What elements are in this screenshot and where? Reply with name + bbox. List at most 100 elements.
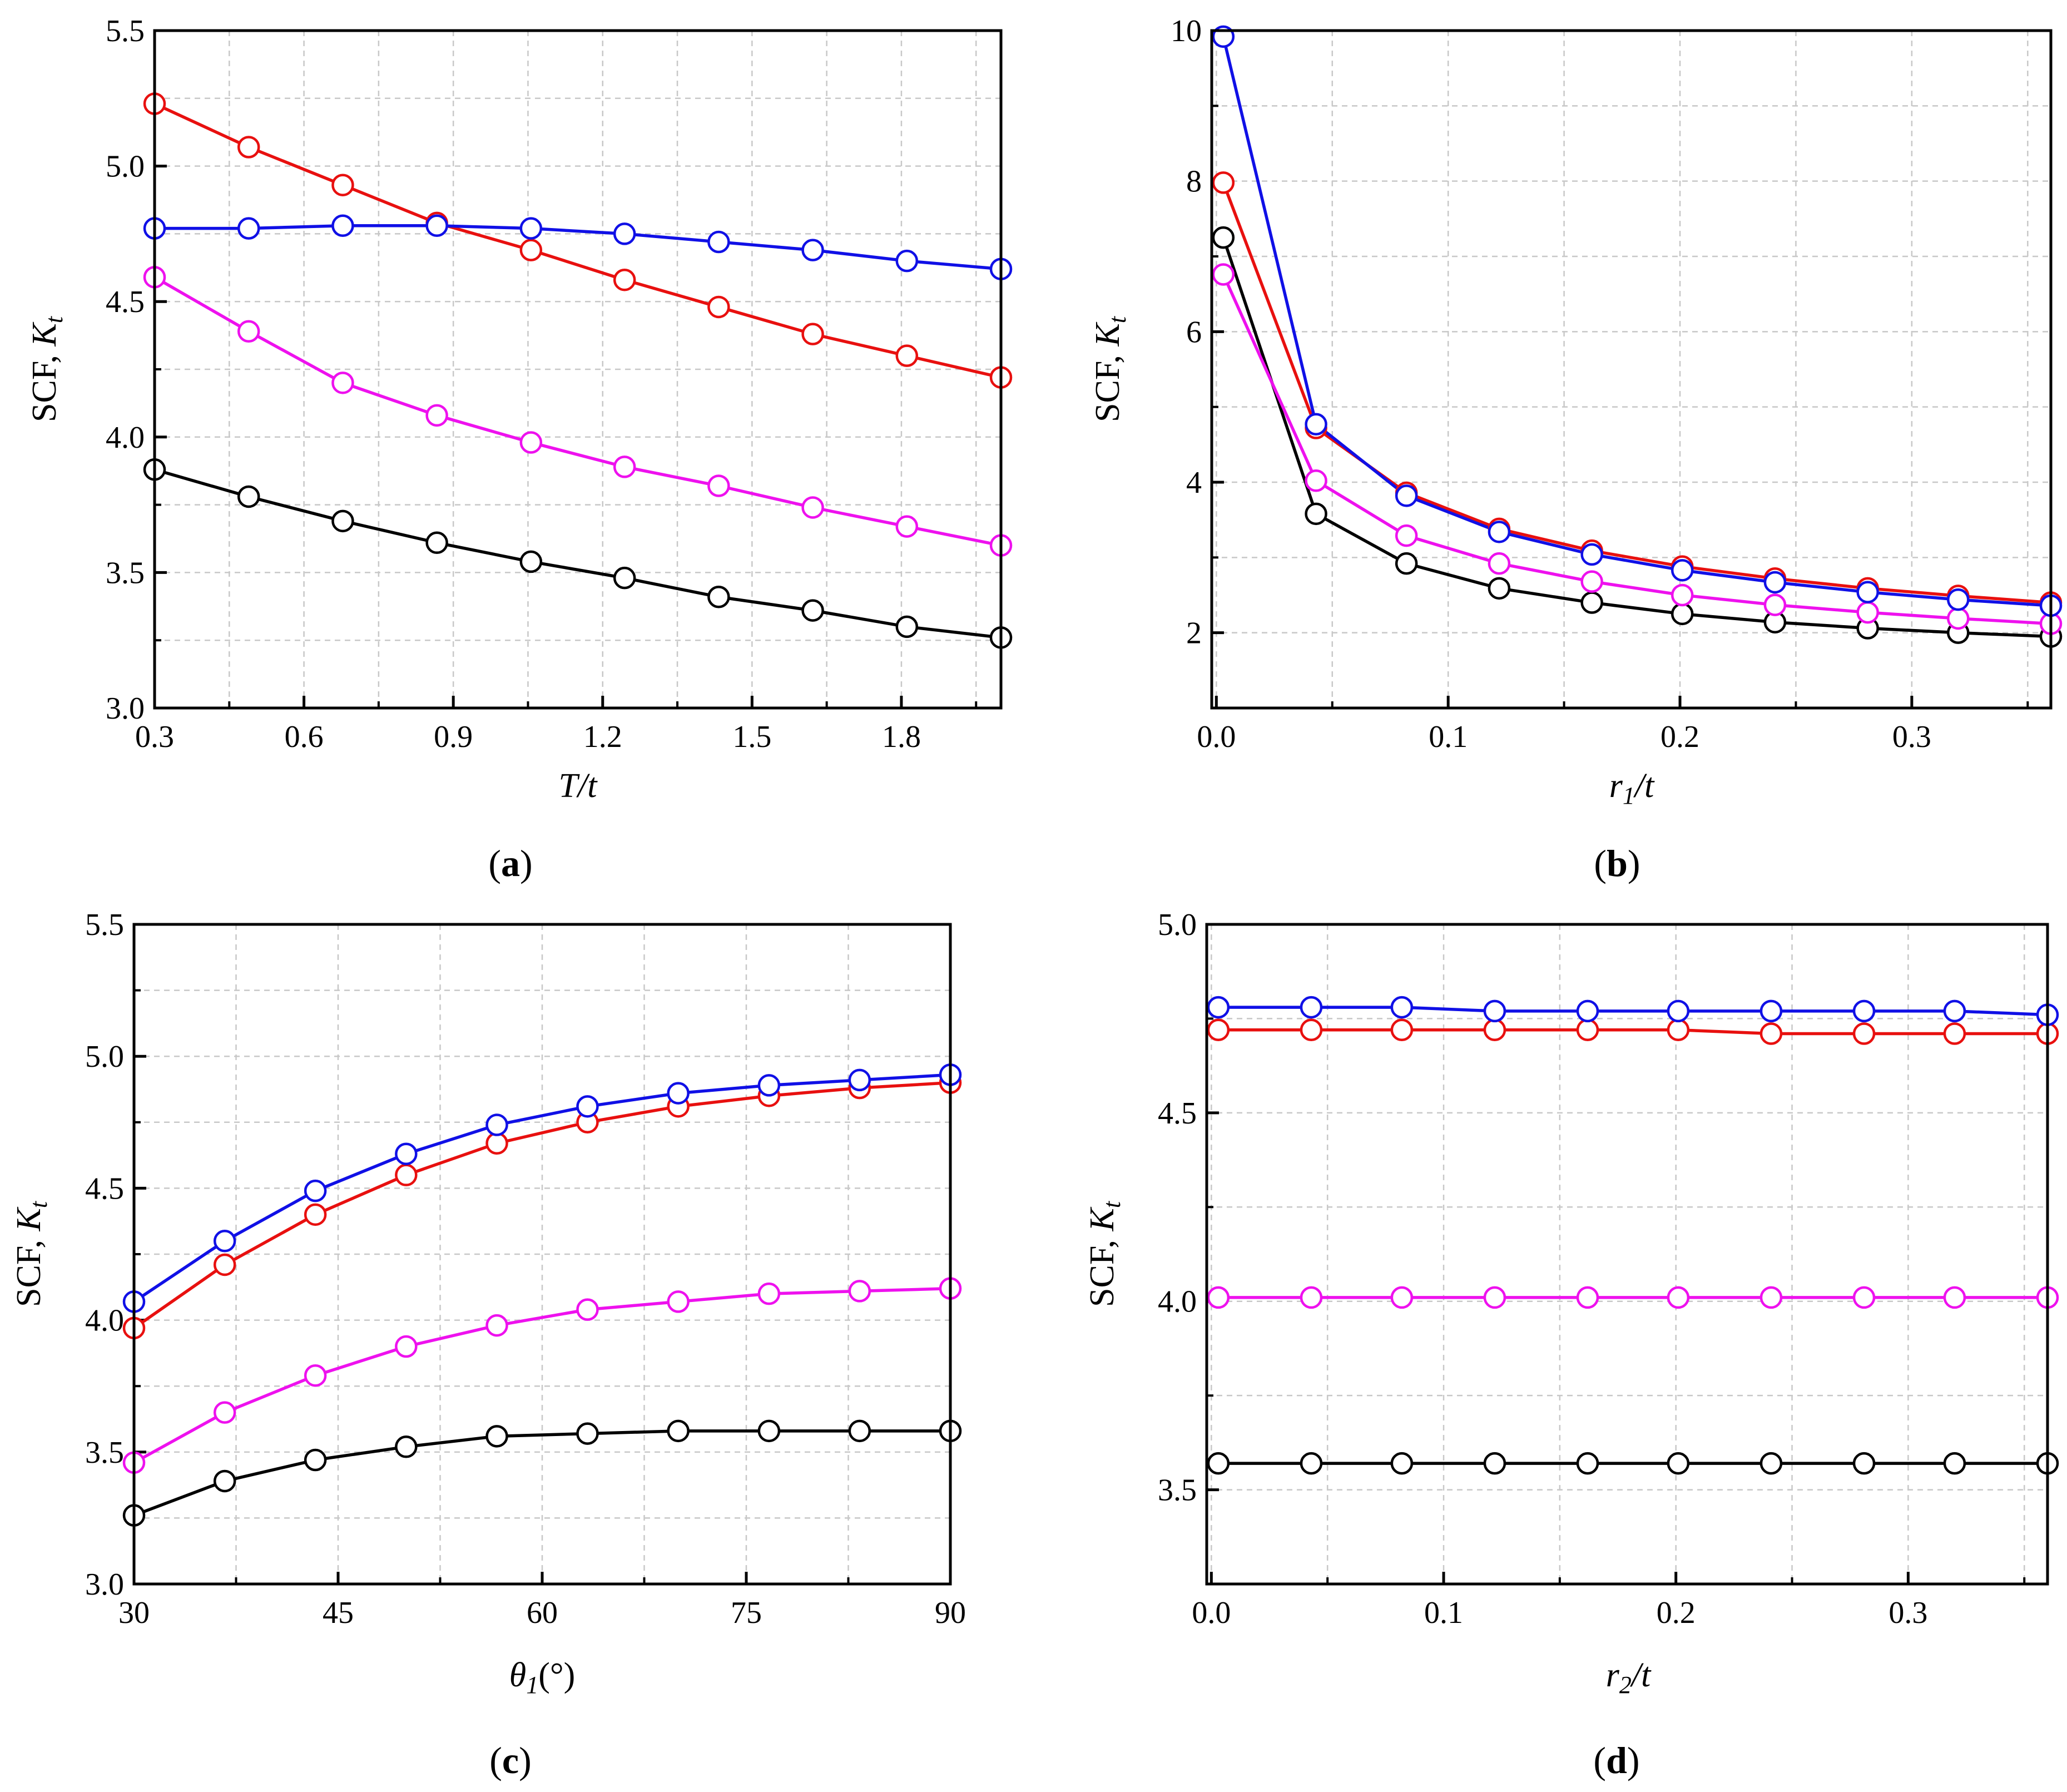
panel-d-ytick-label: 5.0: [1158, 908, 1197, 942]
panel-a-xtick-label: 1.8: [882, 720, 921, 754]
panel-d-series-magenta-point: [1667, 1286, 1690, 1309]
panel-a-xtick-label: 1.5: [732, 720, 771, 754]
panel-a-ytick-label: 4.0: [106, 420, 145, 455]
panel-c-xtick-label: 75: [731, 1596, 762, 1630]
panel-a-series-blue-point: [613, 222, 636, 245]
panel-a-series-magenta-point: [707, 474, 730, 497]
panel-c-series-black-point: [213, 1469, 236, 1493]
panel-b-series-magenta-point: [1856, 601, 1879, 624]
panel-d-series-black-point: [1390, 1452, 1414, 1475]
panel-a-y-axis-label: SCF, Kt: [26, 315, 68, 422]
panel-d-ytick-label: 4.5: [1158, 1096, 1197, 1131]
panel-b-caption: (b): [1594, 842, 1640, 884]
panel-d-series-black-point: [1207, 1452, 1230, 1475]
panel-a-xtick-label: 1.2: [583, 720, 622, 754]
panel-d-xtick-label: 0.3: [1888, 1596, 1927, 1630]
panel-c-series-magenta-line: [133, 1286, 951, 1464]
panel-d-caption: (d): [1593, 1739, 1639, 1781]
panel-c-series-magenta-point: [213, 1401, 236, 1424]
panel-d-series-magenta-point: [1576, 1286, 1599, 1309]
panel-c-series-red-point: [485, 1132, 508, 1155]
panel-a-series-blue-point: [895, 249, 919, 273]
panel-a-series-blue-point: [237, 217, 260, 240]
panel-c-ytick-label: 4.5: [85, 1171, 124, 1206]
panel-d-series-magenta-point: [1390, 1286, 1414, 1309]
panel-b-series-magenta-point: [1580, 570, 1603, 593]
panel-d-grid: [1207, 924, 2048, 1584]
panel-a-xtick-label: 0.3: [135, 720, 174, 754]
panel-d-series-black-point: [1576, 1452, 1599, 1475]
panel-d-series-red-point: [1576, 1018, 1599, 1042]
panel-b-series-black-point: [1395, 552, 1418, 575]
panel-b-series-blue-line: [1222, 36, 2051, 607]
panel-a-series-blue-point: [331, 214, 354, 237]
panel-d-series-blue-point: [1390, 996, 1414, 1019]
panel-c-ytick-label: 5.0: [85, 1039, 124, 1074]
panel-a-ytick-label: 3.0: [106, 691, 145, 726]
panel-b-series-red-point: [1212, 171, 1235, 194]
panel-d-ytick-label: 3.5: [1158, 1473, 1197, 1508]
panel-b-ytick-label: 4: [1186, 466, 1202, 500]
panel-d-series-red-point: [1390, 1018, 1414, 1042]
panel-a-plot-frame: [153, 29, 1003, 710]
panel-c-series-magenta-point: [848, 1280, 871, 1303]
panel-a-series-blue-point: [801, 239, 824, 261]
panel-a-series-blue-point: [707, 230, 730, 254]
panel-b-xtick-label: 0.1: [1429, 720, 1468, 754]
panel-c-xtick-label: 90: [935, 1596, 966, 1630]
panel-a-series-red-point: [237, 136, 260, 159]
panel-c-series-black-point: [304, 1448, 327, 1472]
panel-c-series-red-point: [395, 1164, 418, 1186]
panel-d-series-blue-point: [1483, 999, 1506, 1023]
panel-c-series-black-point: [848, 1419, 871, 1443]
panel-d-series-magenta-point: [1852, 1286, 1876, 1309]
panel-b-series-red-line: [1222, 182, 2051, 605]
panel-b-xtick-label: 0.0: [1197, 720, 1236, 754]
panel-b-series: [1212, 25, 2063, 648]
panel-c-x-axis-label: θ1(°): [509, 1656, 576, 1699]
panel-c-series-magenta-point: [576, 1298, 599, 1321]
panel-d-series-magenta-point: [1207, 1286, 1230, 1309]
panel-a-series-red-point: [707, 295, 730, 319]
panel-c-ytick-label: 5.5: [85, 908, 124, 942]
panel-b-series-black-point: [1305, 502, 1327, 526]
panel-d-series-magenta-point: [1759, 1286, 1783, 1309]
panel-b-series-blue-point: [1580, 543, 1603, 566]
panel-a-ytick-label: 5.5: [106, 14, 145, 48]
panel-d-series-black-point: [1759, 1452, 1783, 1475]
panel-c-grid: [134, 924, 950, 1584]
panel-c-series-black-point: [485, 1425, 508, 1448]
panel-d-series-magenta-point: [1300, 1286, 1323, 1309]
panel-c-series-magenta-point: [485, 1314, 508, 1337]
panel-d-series-blue-point: [1300, 996, 1323, 1019]
panel-d-x-axis-label: r2/t: [1606, 1656, 1652, 1699]
panel-a-series-black-point: [895, 615, 919, 638]
panel-c-series-blue-point: [304, 1179, 327, 1202]
panel-c-series-blue-point: [576, 1095, 599, 1118]
panel-c-ytick-label: 3.0: [85, 1567, 124, 1602]
panel-c-series-magenta-point: [667, 1290, 690, 1313]
panel-c-series-blue-point: [667, 1082, 690, 1105]
panel-d: 0.0 0.1 0.2 0.3 3.5 4.0 4.5 5.0 r2/t SCF, Kt (d…: [1083, 908, 2059, 1781]
panel-a-series-magenta-point: [331, 372, 354, 394]
panel-a-series-magenta-point: [519, 431, 543, 454]
panel-c-series-blue-line: [133, 1073, 951, 1303]
panel-a-series-magenta-point: [895, 515, 919, 538]
panel-a-series-blue-line: [155, 224, 1002, 271]
panel-b-series-blue-point: [1671, 559, 1694, 582]
panel-b-ytick-label: 8: [1186, 165, 1202, 199]
panel-a-caption: (a): [488, 842, 532, 884]
panel-c-caption: (c): [489, 1739, 532, 1781]
panel-d-series-blue-point: [1207, 996, 1230, 1019]
panel-c-ticks: 30 45 60 75 90 3.0 3.5 4.0 4.5 5.0 5.5: [85, 908, 966, 1630]
panel-b-xtick-label: 0.3: [1892, 720, 1931, 754]
panel-b-series-blue-point: [1763, 571, 1787, 594]
panel-c-xtick-label: 45: [323, 1596, 354, 1630]
panel-b-series-blue-point: [1947, 588, 1970, 611]
panel-c-series-blue-point: [395, 1142, 418, 1165]
panel-c-xtick-label: 60: [527, 1596, 558, 1630]
panel-a-series-black-point: [801, 599, 824, 622]
panel-b-series-black-point: [1212, 226, 1235, 249]
panel-d-ytick-label: 4.0: [1158, 1285, 1197, 1319]
